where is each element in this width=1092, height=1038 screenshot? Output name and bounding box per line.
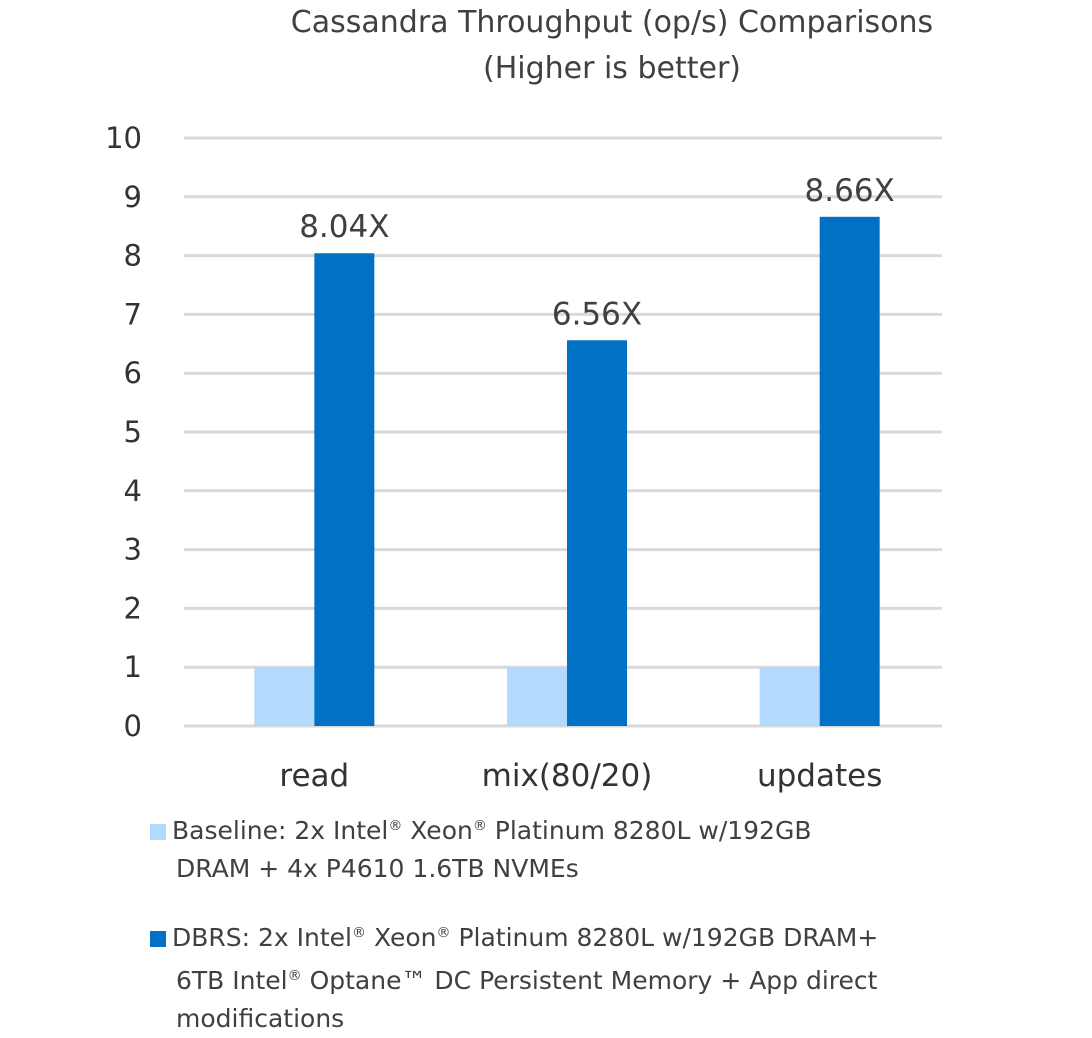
legend-text-baseline-line1: Baseline: 2x Intel® Xeon® Platinum 8280L…: [172, 816, 812, 845]
legend-swatch-dbrs: [150, 931, 166, 947]
bar-dbrs-0: [314, 253, 375, 727]
y-tick-label-7: 7: [124, 297, 142, 331]
legend-swatch-baseline: [150, 824, 166, 840]
bars: [254, 216, 880, 727]
y-tick-label-1: 1: [124, 650, 142, 684]
data-label-1: 6.56X: [552, 296, 642, 332]
y-tick-label-8: 8: [124, 239, 142, 273]
y-tick-label-10: 10: [105, 121, 142, 155]
data-label-0: 8.04X: [299, 209, 389, 245]
x-category-label-0: read: [279, 758, 349, 794]
bar-dbrs-2: [819, 216, 880, 727]
y-tick-label-5: 5: [124, 415, 142, 449]
chart-title: Cassandra Throughput (op/s) Comparisons: [291, 5, 933, 40]
legend-text-dbrs-line1: DBRS: 2x Intel® Xeon® Platinum 8280L w/1…: [172, 923, 879, 952]
legend-item-dbrs: DBRS: 2x Intel® Xeon® Platinum 8280L w/1…: [150, 914, 950, 1038]
legend-text-baseline-line2: DRAM + 4x P4610 1.6TB NVMEs: [176, 854, 579, 883]
data-label-2: 8.66X: [805, 173, 895, 209]
bar-baseline-1: [507, 667, 567, 726]
legend-text-dbrs-line3: modifications: [176, 1004, 345, 1033]
x-category-label-2: updates: [757, 758, 882, 794]
x-axis-categories: read mix(80/20) updates: [279, 758, 882, 794]
y-tick-label-9: 9: [124, 180, 142, 214]
bar-chart: Cassandra Throughput (op/s) Comparisons …: [105, 5, 942, 794]
data-labels: 8.04X 6.56X 8.66X: [299, 173, 895, 332]
y-tick-label-2: 2: [124, 591, 142, 625]
legend-text-dbrs-line2: 6TB Intel® Optane™ DC Persistent Memory …: [176, 966, 878, 995]
y-tick-label-0: 0: [124, 709, 142, 743]
y-tick-label-6: 6: [124, 356, 142, 390]
bar-baseline-0: [254, 667, 315, 726]
bar-baseline-2: [759, 667, 820, 726]
y-axis-ticks: 0 1 2 3 4 5 6 7 8 9 10: [105, 121, 142, 743]
legend-item-baseline: Baseline: 2x Intel® Xeon® Platinum 8280L…: [150, 807, 950, 888]
bar-dbrs-1: [567, 340, 627, 726]
chart-subtitle: (Higher is better): [483, 51, 741, 86]
x-category-label-1: mix(80/20): [482, 758, 653, 794]
y-tick-label-3: 3: [124, 533, 142, 567]
y-tick-label-4: 4: [124, 474, 142, 508]
